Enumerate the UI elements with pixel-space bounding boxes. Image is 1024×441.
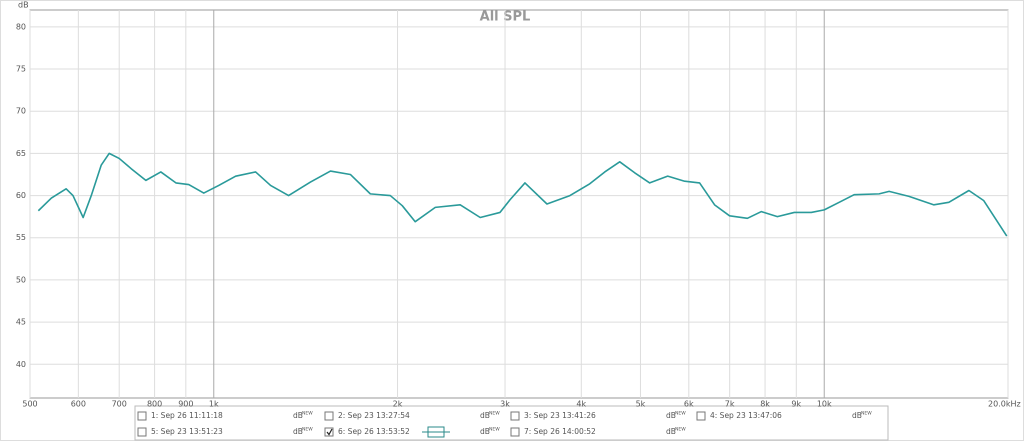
x-tick-label: 2k [393,400,403,409]
legend-checkbox[interactable] [137,411,147,421]
x-tick-label: 900 [178,400,193,409]
legend-checkbox[interactable] [510,411,520,421]
legend-label: 2: Sep 23 13:27:54 [338,411,410,420]
x-tick-label: 20.0kHz [988,400,1021,409]
legend-label: 5: Sep 23 13:51:23 [151,427,223,436]
legend-checkbox[interactable] [324,411,334,421]
y-tick-label: 60 [16,191,26,200]
y-tick-label: 65 [16,149,26,158]
legend-label: 6: Sep 26 13:53:52 [338,427,410,436]
checkmark [326,428,333,436]
x-tick-label: 7k [725,400,735,409]
x-tick-label: 800 [147,400,162,409]
legend-unit: dB [666,411,676,420]
y-axis-label: dB [18,1,29,10]
legend-unit: dB [480,411,490,420]
x-tick-label: 5k [636,400,646,409]
legend-label: 1: Sep 26 11:11:18 [151,411,223,420]
legend-checkbox[interactable] [324,427,334,437]
legend-checkbox[interactable] [696,411,706,421]
legend-checkbox[interactable] [510,427,520,437]
x-tick-label: 6k [684,400,694,409]
line-series [37,152,1008,237]
legend-label: 7: Sep 26 14:00:52 [524,427,596,436]
x-tick-label: 9k [791,400,801,409]
x-tick-label: 700 [112,400,127,409]
legend-unit-sup: NEW [489,427,500,433]
y-tick-label: 75 [16,65,26,74]
legend-unit: dB [293,427,303,436]
x-tick-label: 8k [760,400,770,409]
legend-unit-sup: NEW [302,427,313,433]
legend-label: 3: Sep 23 13:41:26 [524,411,596,420]
plot-area [29,9,1009,399]
legend-unit: dB [480,427,490,436]
y-tick-label: 55 [16,233,26,242]
legend-unit-sup: NEW [675,411,686,417]
y-tick-label: 80 [16,22,26,31]
x-tick-label: 10k [817,400,832,409]
legend-label: 4: Sep 23 13:47:06 [710,411,782,420]
legend-unit: dB [293,411,303,420]
x-tick-label: 1k [209,400,219,409]
legend-unit: dB [666,427,676,436]
x-tick-label: 500 [22,400,37,409]
legend-unit-sup: NEW [489,411,500,417]
y-tick-label: 45 [16,318,26,327]
legend-unit: dB [852,411,862,420]
y-tick-label: 70 [16,107,26,116]
legend-unit-sup: NEW [861,411,872,417]
y-tick-label: 40 [16,360,26,369]
x-tick-label: 3k [500,400,510,409]
y-tick-label: 50 [16,275,26,284]
legend-checkbox[interactable] [137,427,147,437]
legend-unit-sup: NEW [302,411,313,417]
x-tick-label: 4k [576,400,586,409]
legend-unit-sup: NEW [675,427,686,433]
x-tick-label: 600 [71,400,86,409]
